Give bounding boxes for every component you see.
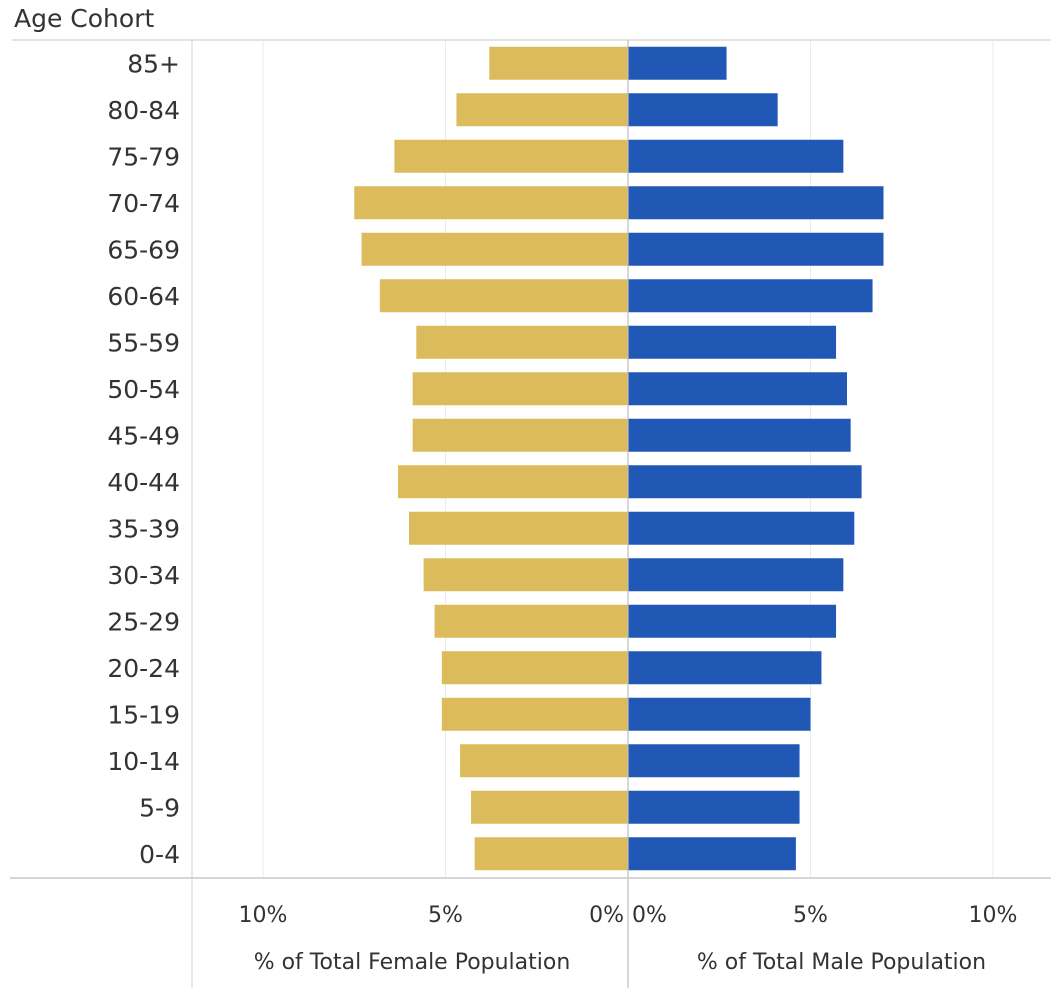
bar-female-55-59 (416, 325, 628, 359)
bar-male-65-69 (628, 232, 884, 266)
bar-male-10-14 (628, 744, 800, 778)
bar-male-30-34 (628, 558, 844, 592)
bar-male-50-54 (628, 372, 847, 406)
category-label: 5-9 (139, 793, 180, 822)
category-label: 85+ (127, 49, 180, 78)
bar-male-75-79 (628, 139, 844, 173)
bar-female-80-84 (456, 93, 628, 127)
bar-female-5-9 (471, 790, 628, 824)
category-label: 35-39 (107, 514, 180, 543)
bar-male-80-84 (628, 93, 778, 127)
bar-female-75-79 (394, 139, 628, 173)
category-label: 75-79 (107, 142, 180, 171)
bar-male-25-29 (628, 604, 837, 638)
bar-male-40-44 (628, 465, 862, 499)
female-axis-title: % of Total Female Population (254, 950, 571, 975)
male-axis-title: % of Total Male Population (697, 950, 986, 975)
bar-female-70-74 (354, 186, 628, 220)
bar-male-55-59 (628, 325, 837, 359)
bar-female-15-19 (441, 697, 628, 731)
category-label: 45-49 (107, 421, 180, 450)
bar-female-35-39 (409, 511, 628, 545)
bar-male-20-24 (628, 651, 822, 685)
category-label: 30-34 (107, 561, 180, 590)
bar-male-70-74 (628, 186, 884, 220)
bar-male-60-64 (628, 279, 873, 313)
category-label: 25-29 (107, 607, 180, 636)
bar-male-45-49 (628, 418, 851, 452)
bar-female-10-14 (460, 744, 628, 778)
female-axis-tick: 5% (428, 903, 463, 928)
category-label: 15-19 (107, 700, 180, 729)
category-label: 0-4 (139, 840, 180, 869)
category-label: 65-69 (107, 235, 180, 264)
category-label: 40-44 (107, 468, 180, 497)
bar-male-35-39 (628, 511, 855, 545)
bar-female-85+ (489, 46, 628, 80)
male-axis-tick: 10% (969, 903, 1018, 928)
bar-female-20-24 (441, 651, 628, 685)
bar-male-15-19 (628, 697, 811, 731)
row-header-title: Age Cohort (14, 4, 155, 33)
category-label: 55-59 (107, 328, 180, 357)
category-label: 60-64 (107, 282, 180, 311)
bar-female-0-4 (474, 837, 628, 871)
bar-male-0-4 (628, 837, 796, 871)
female-axis-tick: 10% (239, 903, 288, 928)
category-label: 10-14 (107, 747, 180, 776)
bar-female-25-29 (434, 604, 628, 638)
male-axis-tick: 0% (632, 903, 667, 928)
category-label: 50-54 (107, 375, 180, 404)
bar-female-30-34 (423, 558, 628, 592)
category-label: 70-74 (107, 189, 180, 218)
bar-female-60-64 (379, 279, 628, 313)
category-label: 20-24 (107, 654, 180, 683)
bar-female-40-44 (398, 465, 628, 499)
bar-male-85+ (628, 46, 727, 80)
category-label: 80-84 (107, 96, 180, 125)
bar-female-45-49 (412, 418, 628, 452)
bar-male-5-9 (628, 790, 800, 824)
female-axis-tick: 0% (589, 903, 624, 928)
male-axis-tick: 5% (793, 903, 828, 928)
bar-female-65-69 (361, 232, 628, 266)
bar-female-50-54 (412, 372, 628, 406)
